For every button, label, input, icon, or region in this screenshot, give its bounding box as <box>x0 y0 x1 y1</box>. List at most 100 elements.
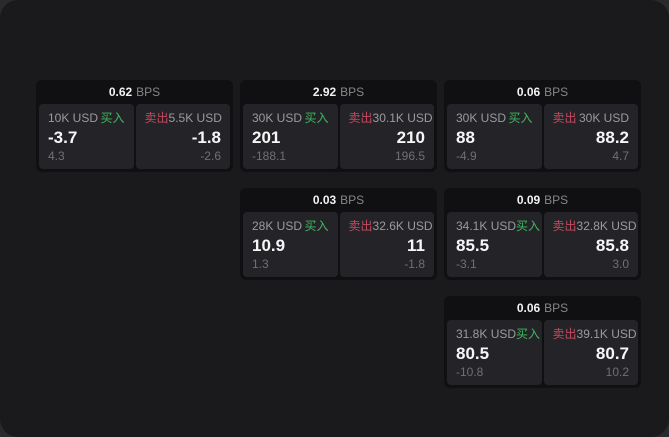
buy-tag: 买入 <box>516 219 541 233</box>
spread-unit-label: BPS <box>544 85 569 99</box>
sell-tag: 卖出 <box>552 327 577 341</box>
buy-label-row: 31.8K USD 买入 <box>456 327 540 341</box>
buy-panel[interactable]: 30K USD 买入 201 -188.1 <box>243 104 338 169</box>
sell-size-label: 5.5K USD <box>168 111 222 125</box>
sell-panel[interactable]: 卖出 5.5K USD -1.8 -2.6 <box>135 104 230 169</box>
buy-tag: 买入 <box>516 327 541 341</box>
buy-size-label: 31.8K USD <box>456 327 517 341</box>
quote-grid: 0.62 BPS 10K USD 买入 -3.7 4.3 卖出 5.5K USD… <box>36 80 641 388</box>
card-body: 10K USD 买入 -3.7 4.3 卖出 5.5K USD -1.8 -2.… <box>39 104 230 169</box>
card-header: 0.03 BPS <box>243 188 434 212</box>
buy-size-label: 30K USD <box>456 111 507 125</box>
buy-price: -3.7 <box>48 127 78 147</box>
card-body: 28K USD 买入 10.9 1.3 卖出 32.6K USD 11 -1.8 <box>243 212 434 277</box>
sell-sub-value: 10.2 <box>605 365 629 379</box>
buy-sub-value: 1.3 <box>252 257 269 271</box>
buy-label-row: 30K USD 买入 <box>252 112 329 124</box>
sell-price: 85.8 <box>595 235 629 255</box>
card-body: 30K USD 买入 201 -188.1 卖出 30.1K USD 210 1… <box>243 104 434 169</box>
sell-price: 11 <box>407 235 425 255</box>
card-body: 30K USD 买入 88 -4.9 卖出 30K USD 88.2 4.7 <box>447 104 638 169</box>
sell-label-row: 卖出 30K USD <box>553 112 630 124</box>
buy-size-label: 34.1K USD <box>456 219 517 233</box>
sell-sub-value: -1.8 <box>404 257 425 271</box>
spread-value: 0.03 <box>312 193 337 207</box>
buy-panel[interactable]: 28K USD 买入 10.9 1.3 <box>243 212 338 277</box>
buy-label-row: 10K USD 买入 <box>48 112 125 124</box>
buy-sub-value: 4.3 <box>48 149 65 163</box>
sell-tag: 卖出 <box>144 111 169 125</box>
buy-label-row: 34.1K USD 买入 <box>456 219 540 233</box>
spread-value: 0.06 <box>516 301 541 315</box>
buy-tag: 买入 <box>304 219 329 233</box>
buy-price: 88 <box>456 127 475 147</box>
card-header: 0.09 BPS <box>447 188 638 212</box>
buy-sub-value: -3.1 <box>456 257 477 271</box>
sell-panel[interactable]: 卖出 30.1K USD 210 196.5 <box>339 104 434 169</box>
spread-unit-label: BPS <box>136 85 161 99</box>
sell-sub-value: -2.6 <box>200 149 221 163</box>
sell-sub-value: 4.7 <box>612 149 629 163</box>
sell-panel[interactable]: 卖出 32.8K USD 85.8 3.0 <box>543 212 638 277</box>
sell-size-label: 39.1K USD <box>576 327 637 341</box>
buy-price: 80.5 <box>456 343 490 363</box>
spread-unit-label: BPS <box>340 85 365 99</box>
sell-price: 88.2 <box>595 127 629 147</box>
sell-tag: 卖出 <box>348 111 373 125</box>
buy-panel[interactable]: 10K USD 买入 -3.7 4.3 <box>39 104 134 169</box>
buy-label-row: 28K USD 买入 <box>252 220 329 232</box>
buy-sub-value: -188.1 <box>252 149 287 163</box>
sell-panel[interactable]: 卖出 30K USD 88.2 4.7 <box>543 104 638 169</box>
buy-sub-value: -10.8 <box>456 365 484 379</box>
sell-sub-value: 3.0 <box>612 257 629 271</box>
card-header: 0.06 BPS <box>447 296 638 320</box>
quote-card: 0.03 BPS 28K USD 买入 10.9 1.3 卖出 32.6K US… <box>240 188 437 280</box>
sell-label-row: 卖出 30.1K USD <box>348 111 433 125</box>
buy-price: 85.5 <box>456 235 490 255</box>
buy-tag: 买入 <box>508 111 533 125</box>
sell-label-row: 卖出 32.8K USD <box>552 219 637 233</box>
buy-size-label: 28K USD <box>252 219 303 233</box>
spread-unit-label: BPS <box>340 193 365 207</box>
sell-price: -1.8 <box>191 127 221 147</box>
buy-size-label: 10K USD <box>48 111 99 125</box>
sell-label-row: 卖出 39.1K USD <box>552 327 637 341</box>
buy-panel[interactable]: 34.1K USD 买入 85.5 -3.1 <box>447 212 542 277</box>
sell-panel[interactable]: 卖出 32.6K USD 11 -1.8 <box>339 212 434 277</box>
buy-tag: 买入 <box>304 111 329 125</box>
card-header: 0.06 BPS <box>447 80 638 104</box>
spread-unit-label: BPS <box>544 301 569 315</box>
spread-value: 0.09 <box>516 193 541 207</box>
quote-card: 0.06 BPS 31.8K USD 买入 80.5 -10.8 卖出 39.1… <box>444 296 641 388</box>
sell-size-label: 32.6K USD <box>372 219 433 233</box>
spread-value: 0.62 <box>108 85 133 99</box>
buy-panel[interactable]: 31.8K USD 买入 80.5 -10.8 <box>447 320 542 385</box>
sell-sub-value: 196.5 <box>394 149 425 163</box>
spread-value: 0.06 <box>516 85 541 99</box>
sell-size-label: 30K USD <box>578 111 629 125</box>
buy-price: 201 <box>252 127 281 147</box>
sell-price: 210 <box>396 127 425 147</box>
quote-card: 2.92 BPS 30K USD 买入 201 -188.1 卖出 30.1K … <box>240 80 437 172</box>
card-body: 31.8K USD 买入 80.5 -10.8 卖出 39.1K USD 80.… <box>447 320 638 385</box>
quote-card: 0.62 BPS 10K USD 买入 -3.7 4.3 卖出 5.5K USD… <box>36 80 233 172</box>
sell-tag: 卖出 <box>348 219 373 233</box>
buy-tag: 买入 <box>100 111 125 125</box>
sell-size-label: 32.8K USD <box>576 219 637 233</box>
spread-unit-label: BPS <box>544 193 569 207</box>
sell-size-label: 30.1K USD <box>372 111 433 125</box>
card-header: 0.62 BPS <box>39 80 230 104</box>
sell-label-row: 卖出 5.5K USD <box>145 112 222 124</box>
buy-size-label: 30K USD <box>252 111 303 125</box>
quote-card: 0.09 BPS 34.1K USD 买入 85.5 -3.1 卖出 32.8K… <box>444 188 641 280</box>
buy-label-row: 30K USD 买入 <box>456 112 533 124</box>
spread-value: 2.92 <box>312 85 337 99</box>
card-header: 2.92 BPS <box>243 80 434 104</box>
quote-card: 0.06 BPS 30K USD 买入 88 -4.9 卖出 30K USD 8… <box>444 80 641 172</box>
sell-price: 80.7 <box>595 343 629 363</box>
sell-tag: 卖出 <box>552 219 577 233</box>
buy-panel[interactable]: 30K USD 买入 88 -4.9 <box>447 104 542 169</box>
buy-price: 10.9 <box>252 235 286 255</box>
sell-panel[interactable]: 卖出 39.1K USD 80.7 10.2 <box>543 320 638 385</box>
